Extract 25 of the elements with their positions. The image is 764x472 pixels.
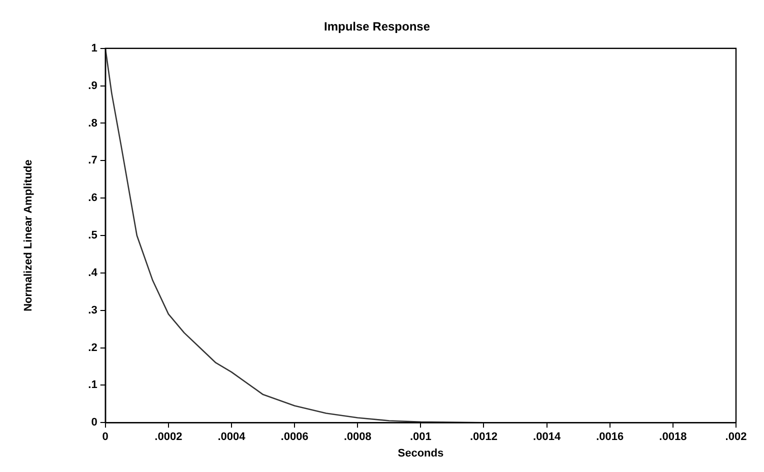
y-tick-label: .2 (88, 342, 98, 354)
x-tick-label: .0014 (533, 431, 562, 444)
x-tick-label: .0004 (218, 431, 246, 444)
y-tick-label: .3 (88, 304, 98, 316)
y-tick-label: .4 (88, 266, 98, 279)
x-tick-label: 0 (102, 431, 108, 444)
y-axis-title: Normalized Linear Amplitude (22, 160, 35, 312)
x-tick-label: .0006 (280, 431, 308, 444)
x-axis-title: Seconds (398, 447, 444, 460)
y-tick-label: .5 (88, 230, 98, 242)
y-tick-label: .9 (88, 80, 98, 92)
x-tick-label: .0018 (659, 431, 687, 444)
x-tick-label: .0008 (344, 431, 372, 444)
y-tick-label: .7 (88, 154, 98, 167)
x-tick-label: .0012 (470, 431, 498, 444)
x-tick-label: .001 (410, 431, 432, 444)
chart-title: Impulse Response (324, 20, 430, 34)
x-tick-label: .0016 (596, 431, 624, 444)
y-tick-label: .1 (88, 379, 98, 392)
x-tick-label: .002 (725, 431, 747, 444)
y-tick-label: .8 (88, 117, 98, 130)
y-tick-label: 1 (91, 42, 98, 54)
y-tick-label: 0 (91, 416, 98, 429)
x-tick-label: .0002 (154, 431, 182, 444)
y-tick-label: .6 (88, 192, 98, 204)
